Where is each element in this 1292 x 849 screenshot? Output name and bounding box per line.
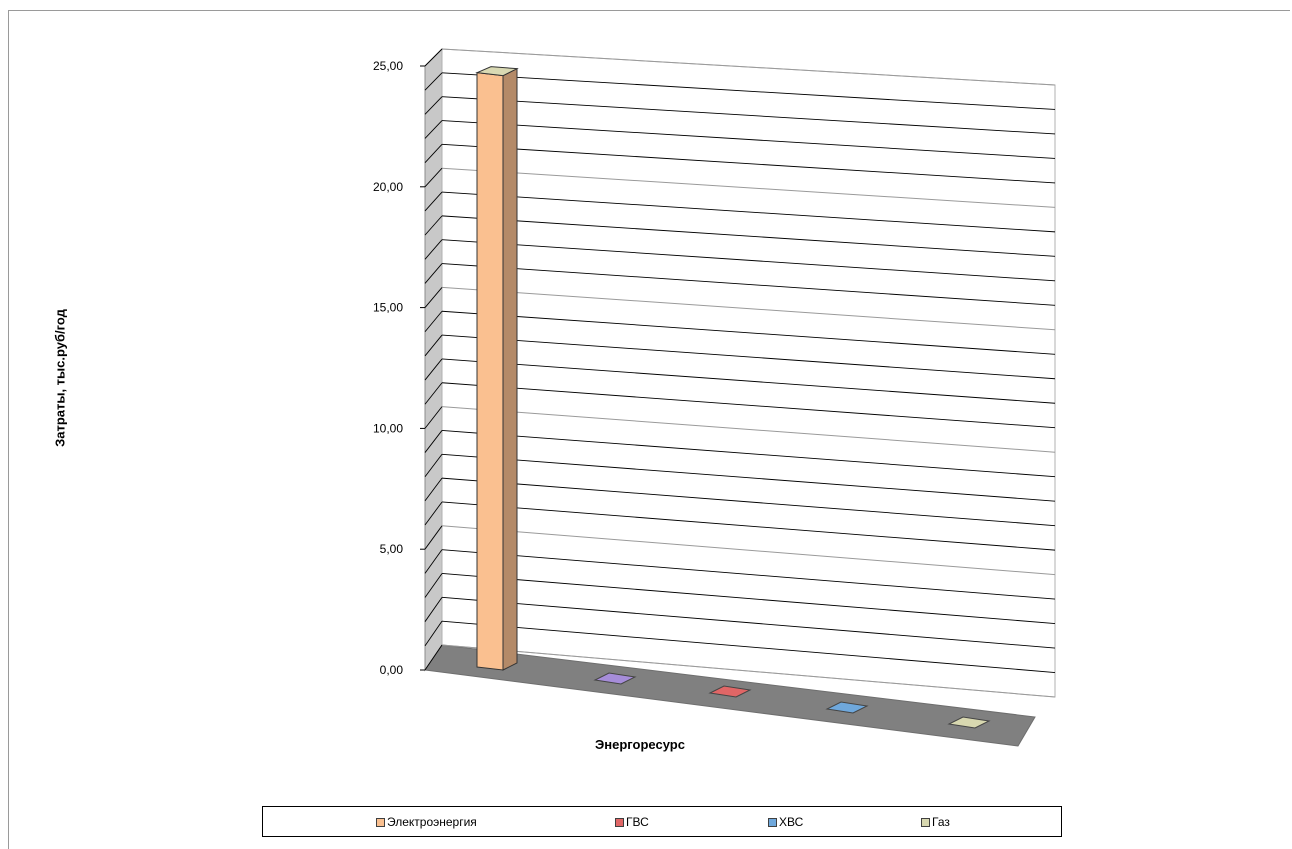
gridline [441,48,1056,86]
side-gridline [424,215,443,236]
gridline [441,286,1056,331]
legend-item-electricity: Электроэнергия [376,815,477,829]
back-wall [441,48,1056,698]
side-gridline [424,549,443,574]
gridline [441,453,1056,502]
y-tick-label: 20,00 [373,180,403,194]
legend: Электроэнергия ГВС ХВС Газ [262,806,1062,837]
legend-item-gas: Газ [921,815,950,829]
legend-item-gvs: ГВС [615,815,649,829]
legend-label-gvs: ГВС [626,815,649,829]
legend-swatch-electricity [376,817,385,827]
side-gridline [424,120,443,139]
bar-electricity [476,72,504,671]
gridline [441,573,1056,625]
gridline [441,501,1056,551]
side-gridline [424,597,443,622]
gridline [441,263,1056,306]
side-gridline [424,334,443,357]
side-gridline [424,310,443,333]
side-gridline [424,406,443,429]
side-gridline [424,620,443,647]
side-gridline [424,477,443,502]
side-gridline [424,263,443,284]
x-axis-label: Энергоресурс [595,737,685,752]
gridline [441,120,1056,159]
bar-hvs [825,701,869,714]
gridline [441,620,1056,673]
legend-label-electricity: Электроэнергия [387,815,477,829]
y-tick-label: 0,00 [380,663,404,677]
legend-swatch-hvs [768,817,777,827]
bar-gas [947,716,991,729]
legend-item-hvs: ХВС [768,815,803,829]
gridline [441,310,1056,355]
gridline [441,406,1056,453]
bar-marker-violet [593,672,637,685]
gridline [441,429,1056,478]
side-gridline [424,167,443,188]
legend-label-hvs: ХВС [779,815,804,829]
gridline [441,382,1056,429]
side-gridline [424,96,443,115]
chart-frame [8,10,1290,849]
side-gridline [424,501,443,526]
side-gridline [424,287,443,308]
legend-label-gas: Газ [932,815,950,829]
y-axis-label: Затраты, тыс.руб/год [52,309,68,447]
side-gridline [424,191,443,212]
gridline [441,549,1056,600]
gridline [441,72,1056,110]
side-gridline [424,573,443,598]
y-tick-label: 5,00 [380,542,404,556]
gridline [441,358,1056,404]
bar-electricity-side [502,67,518,671]
side-gridline [424,239,443,260]
side-gridline [424,358,443,381]
gridline [441,596,1056,649]
gridline [441,239,1056,282]
side-gridline [424,48,443,67]
gridline [441,191,1056,233]
side-gridline [424,382,443,405]
y-tick-label: 25,00 [373,59,403,73]
side-gridline [424,525,443,550]
gridline [441,525,1056,576]
legend-swatch-gas [921,817,930,827]
y-tick-label: 10,00 [373,421,403,435]
side-gridline [424,644,443,671]
side-gridline [424,430,443,453]
side-gridline [424,72,443,91]
y-tick-label: 15,00 [373,301,403,315]
gridline [441,143,1056,184]
gridline [441,334,1056,380]
gridline [441,167,1056,208]
gridline [441,477,1056,527]
gridline [441,644,1056,698]
side-gridline [424,144,443,163]
gridline [441,215,1056,257]
legend-swatch-gvs [615,817,624,827]
side-gridline [424,454,443,477]
bar-gvs [708,685,752,698]
bar-electricity-top [475,66,519,77]
gridline [441,96,1056,135]
